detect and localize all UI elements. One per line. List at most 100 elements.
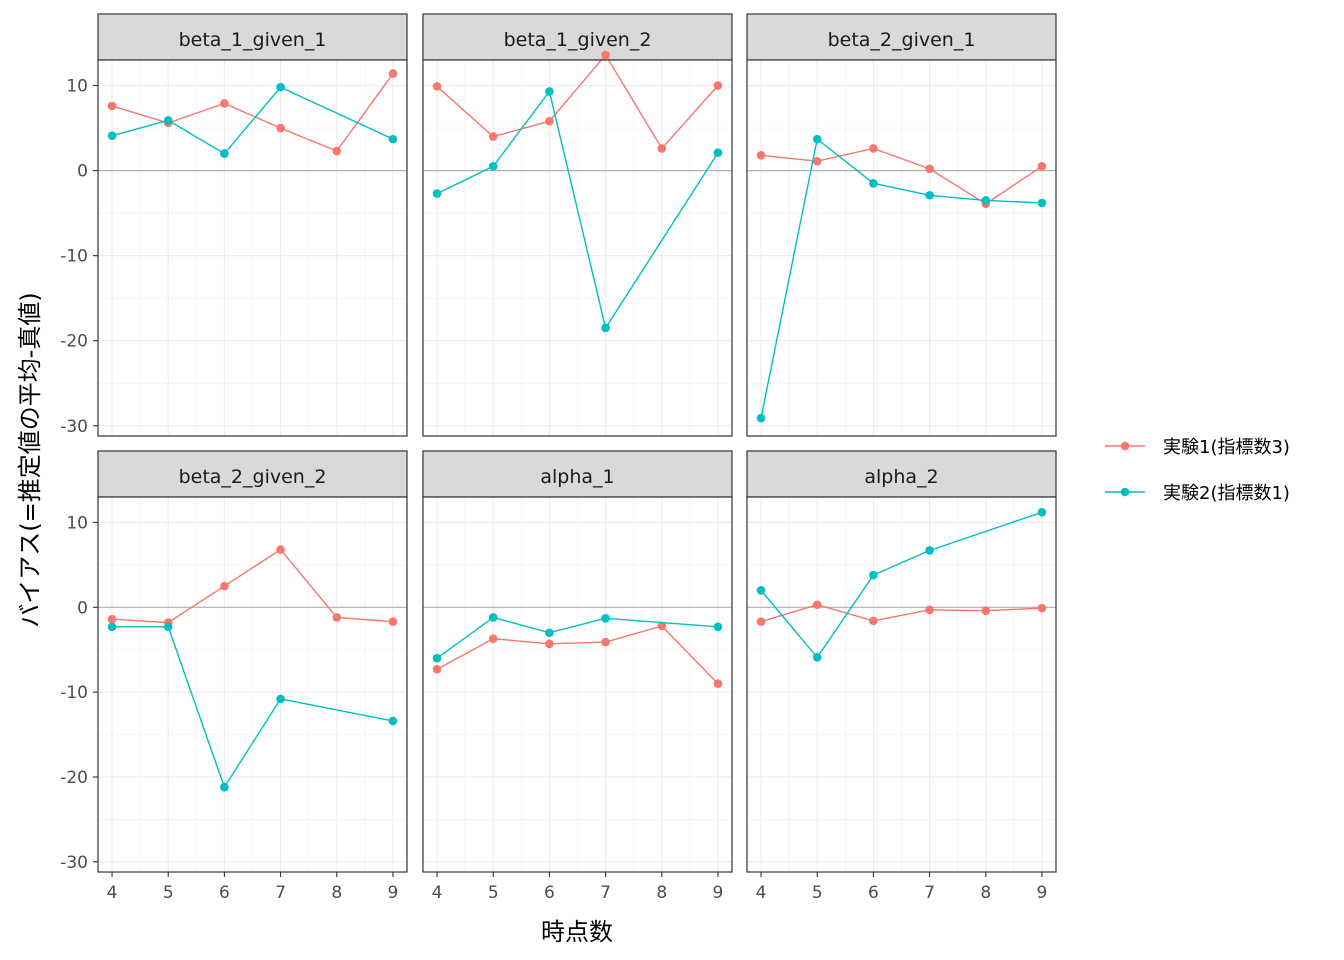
series-1-point <box>601 637 610 647</box>
series-1-point <box>812 600 822 610</box>
panel-strip <box>422 450 733 498</box>
series-2-point <box>869 570 878 580</box>
series-1-line <box>111 548 394 624</box>
legend: 実験1(指標数3) 実験2(指標数1) <box>1105 437 1290 504</box>
x-tick-label: 7 <box>275 883 286 903</box>
x-axis-title: 時点数 <box>541 918 613 946</box>
series-1-point <box>657 144 667 153</box>
series-1-point <box>981 606 991 615</box>
series-2-point <box>488 613 498 622</box>
series-2-point <box>163 116 173 125</box>
panel-border <box>97 59 408 437</box>
series-2-point <box>869 179 878 188</box>
y-tick-label: -10 <box>60 683 88 703</box>
y-tick-label: 0 <box>77 598 88 618</box>
legend-item-series-1: 実験1(指標数3) <box>1105 437 1290 458</box>
y-tick-label: -30 <box>60 853 88 873</box>
x-tick-label: 9 <box>388 883 399 903</box>
series-2-point <box>1037 507 1047 517</box>
series-1-point <box>432 82 442 91</box>
x-tick-label: 7 <box>924 883 935 903</box>
panel-title: beta_2_given_1 <box>828 29 976 51</box>
series-1-point <box>107 101 117 111</box>
series-1-line <box>436 53 719 150</box>
series-2-point <box>163 622 173 632</box>
x-tick-label: 8 <box>656 883 667 903</box>
series-1-point <box>1037 162 1047 171</box>
series-2-point <box>545 628 554 638</box>
series-1-point <box>220 581 229 591</box>
legend-key-point-2 <box>1120 487 1130 497</box>
series-2-point <box>925 190 934 200</box>
series-1-point <box>276 545 285 554</box>
y-tick-label: 10 <box>66 513 88 533</box>
series-1-line <box>760 603 1043 623</box>
series-2-point <box>713 622 723 632</box>
y-tick-label: -30 <box>60 417 88 437</box>
series-2-point <box>432 189 442 198</box>
series-1-point <box>713 81 723 90</box>
legend-label-1: 実験1(指標数3) <box>1163 437 1290 458</box>
series-2-point <box>276 694 285 704</box>
series-1-point <box>545 116 554 126</box>
series-1-point <box>332 613 342 622</box>
series-1-point <box>657 621 667 631</box>
series-2-line <box>760 137 1043 419</box>
series-2-point <box>388 716 398 726</box>
panel-title: beta_1_given_2 <box>504 29 652 51</box>
legend-key-point-1 <box>1120 441 1130 451</box>
series-2-point <box>756 413 766 423</box>
series-1-point <box>332 146 342 156</box>
x-tick-label: 7 <box>600 883 611 903</box>
x-tick-label: 6 <box>219 883 230 903</box>
panel-beta_1_given_1: beta_1_given_1 <box>97 13 408 437</box>
series-2-point <box>388 134 398 144</box>
series-1-point <box>545 639 554 649</box>
x-tick-label: 8 <box>331 883 342 903</box>
panel-title: beta_2_given_2 <box>179 466 327 488</box>
series-2-point <box>925 546 934 555</box>
series-2-point <box>276 82 285 92</box>
series-2-point <box>220 149 229 158</box>
x-tick-label: 4 <box>756 883 767 903</box>
series-1-point <box>756 617 766 627</box>
legend-item-series-2: 実験2(指標数1) <box>1105 483 1290 504</box>
x-tick-label: 5 <box>163 883 174 903</box>
series-1-point <box>432 664 442 674</box>
series-2-point <box>432 653 442 663</box>
panel-strip <box>746 13 1057 61</box>
series-1-line <box>760 147 1043 205</box>
series-1-point <box>488 132 498 141</box>
series-2-point <box>220 782 229 792</box>
series-1-point <box>220 99 229 108</box>
x-tick-label: 4 <box>107 883 118 903</box>
legend-label-2: 実験2(指標数1) <box>1163 483 1290 504</box>
panel-title: beta_1_given_1 <box>179 29 327 51</box>
panel-strip <box>422 13 733 61</box>
panel-strip <box>97 13 408 61</box>
panels-layer: beta_1_given_1 beta_1_given_2 beta_2_given… <box>97 13 1057 873</box>
panel-alpha_2: alpha_2 <box>746 450 1057 873</box>
x-tick-label: 9 <box>713 883 724 903</box>
panel-title: alpha_2 <box>864 466 938 488</box>
x-tick-label: 8 <box>980 883 991 903</box>
series-1-point <box>869 616 878 626</box>
series-1-point <box>713 679 723 688</box>
panel-alpha_1: alpha_1 <box>422 450 733 873</box>
y-tick-label: 0 <box>77 162 88 182</box>
x-tick-label: 5 <box>488 883 499 903</box>
y-axis-title: バイアス(=推定値の平均-真値) <box>16 292 44 628</box>
series-2-point <box>713 148 723 158</box>
panel-title: alpha_1 <box>540 466 614 488</box>
series-1-point <box>869 144 878 153</box>
series-2-point <box>488 162 498 171</box>
series-1-point <box>276 123 285 133</box>
panel-border <box>746 496 1057 873</box>
series-1-point <box>388 617 398 627</box>
series-2-point <box>981 196 991 205</box>
series-1-point <box>388 69 398 78</box>
series-1-point <box>812 156 822 166</box>
panel-border <box>422 496 733 873</box>
panel-border <box>422 59 733 437</box>
